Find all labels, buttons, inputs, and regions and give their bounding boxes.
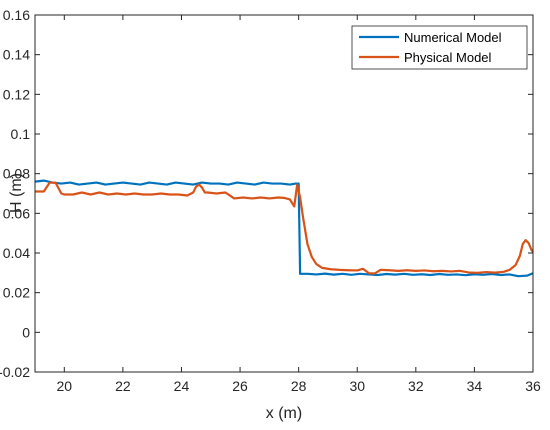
y-tick-label: 0.08	[3, 166, 30, 182]
x-tick-label: 20	[57, 378, 73, 394]
x-axis: 20 22 24 26 28 30 32 34 36	[57, 15, 541, 394]
x-tick-label: 36	[525, 378, 541, 394]
y-tick-label: 0.1	[11, 126, 31, 142]
x-axis-title: x (m)	[266, 405, 302, 422]
y-tick-label: 0.14	[3, 47, 30, 63]
x-tick-label: 32	[408, 378, 424, 394]
y-axis-title: H (m)	[8, 173, 25, 213]
x-tick-label: 28	[291, 378, 307, 394]
x-tick-label: 22	[115, 378, 131, 394]
y-tick-label: 0.02	[3, 285, 30, 301]
series-layer	[34, 179, 534, 278]
y-axis: -0.02 0 0.02 0.04 0.06 0.08 0.1 0.12 0.14 0.16	[0, 7, 533, 380]
x-tick-label: 30	[349, 378, 365, 394]
x-tick-label: 24	[174, 378, 190, 394]
series-line-numerical-model	[34, 179, 534, 278]
legend-label-physical-model: Physical Model	[404, 50, 492, 65]
legend-label-numerical-model: Numerical Model	[404, 30, 502, 45]
y-tick-label: 0.12	[3, 86, 30, 102]
x-tick-label: 26	[232, 378, 248, 394]
y-tick-label: 0.04	[3, 245, 30, 261]
y-tick-label: -0.02	[0, 364, 30, 380]
y-tick-label: 0.06	[3, 205, 30, 221]
legend: Numerical Model Physical Model	[351, 25, 528, 70]
plot-frame	[34, 14, 534, 373]
series-line-physical-model	[35, 181, 534, 275]
y-tick-label: 0.16	[3, 7, 30, 23]
y-tick-label: 0	[22, 324, 30, 340]
legend-box	[351, 25, 528, 70]
x-tick-label: 34	[467, 378, 483, 394]
